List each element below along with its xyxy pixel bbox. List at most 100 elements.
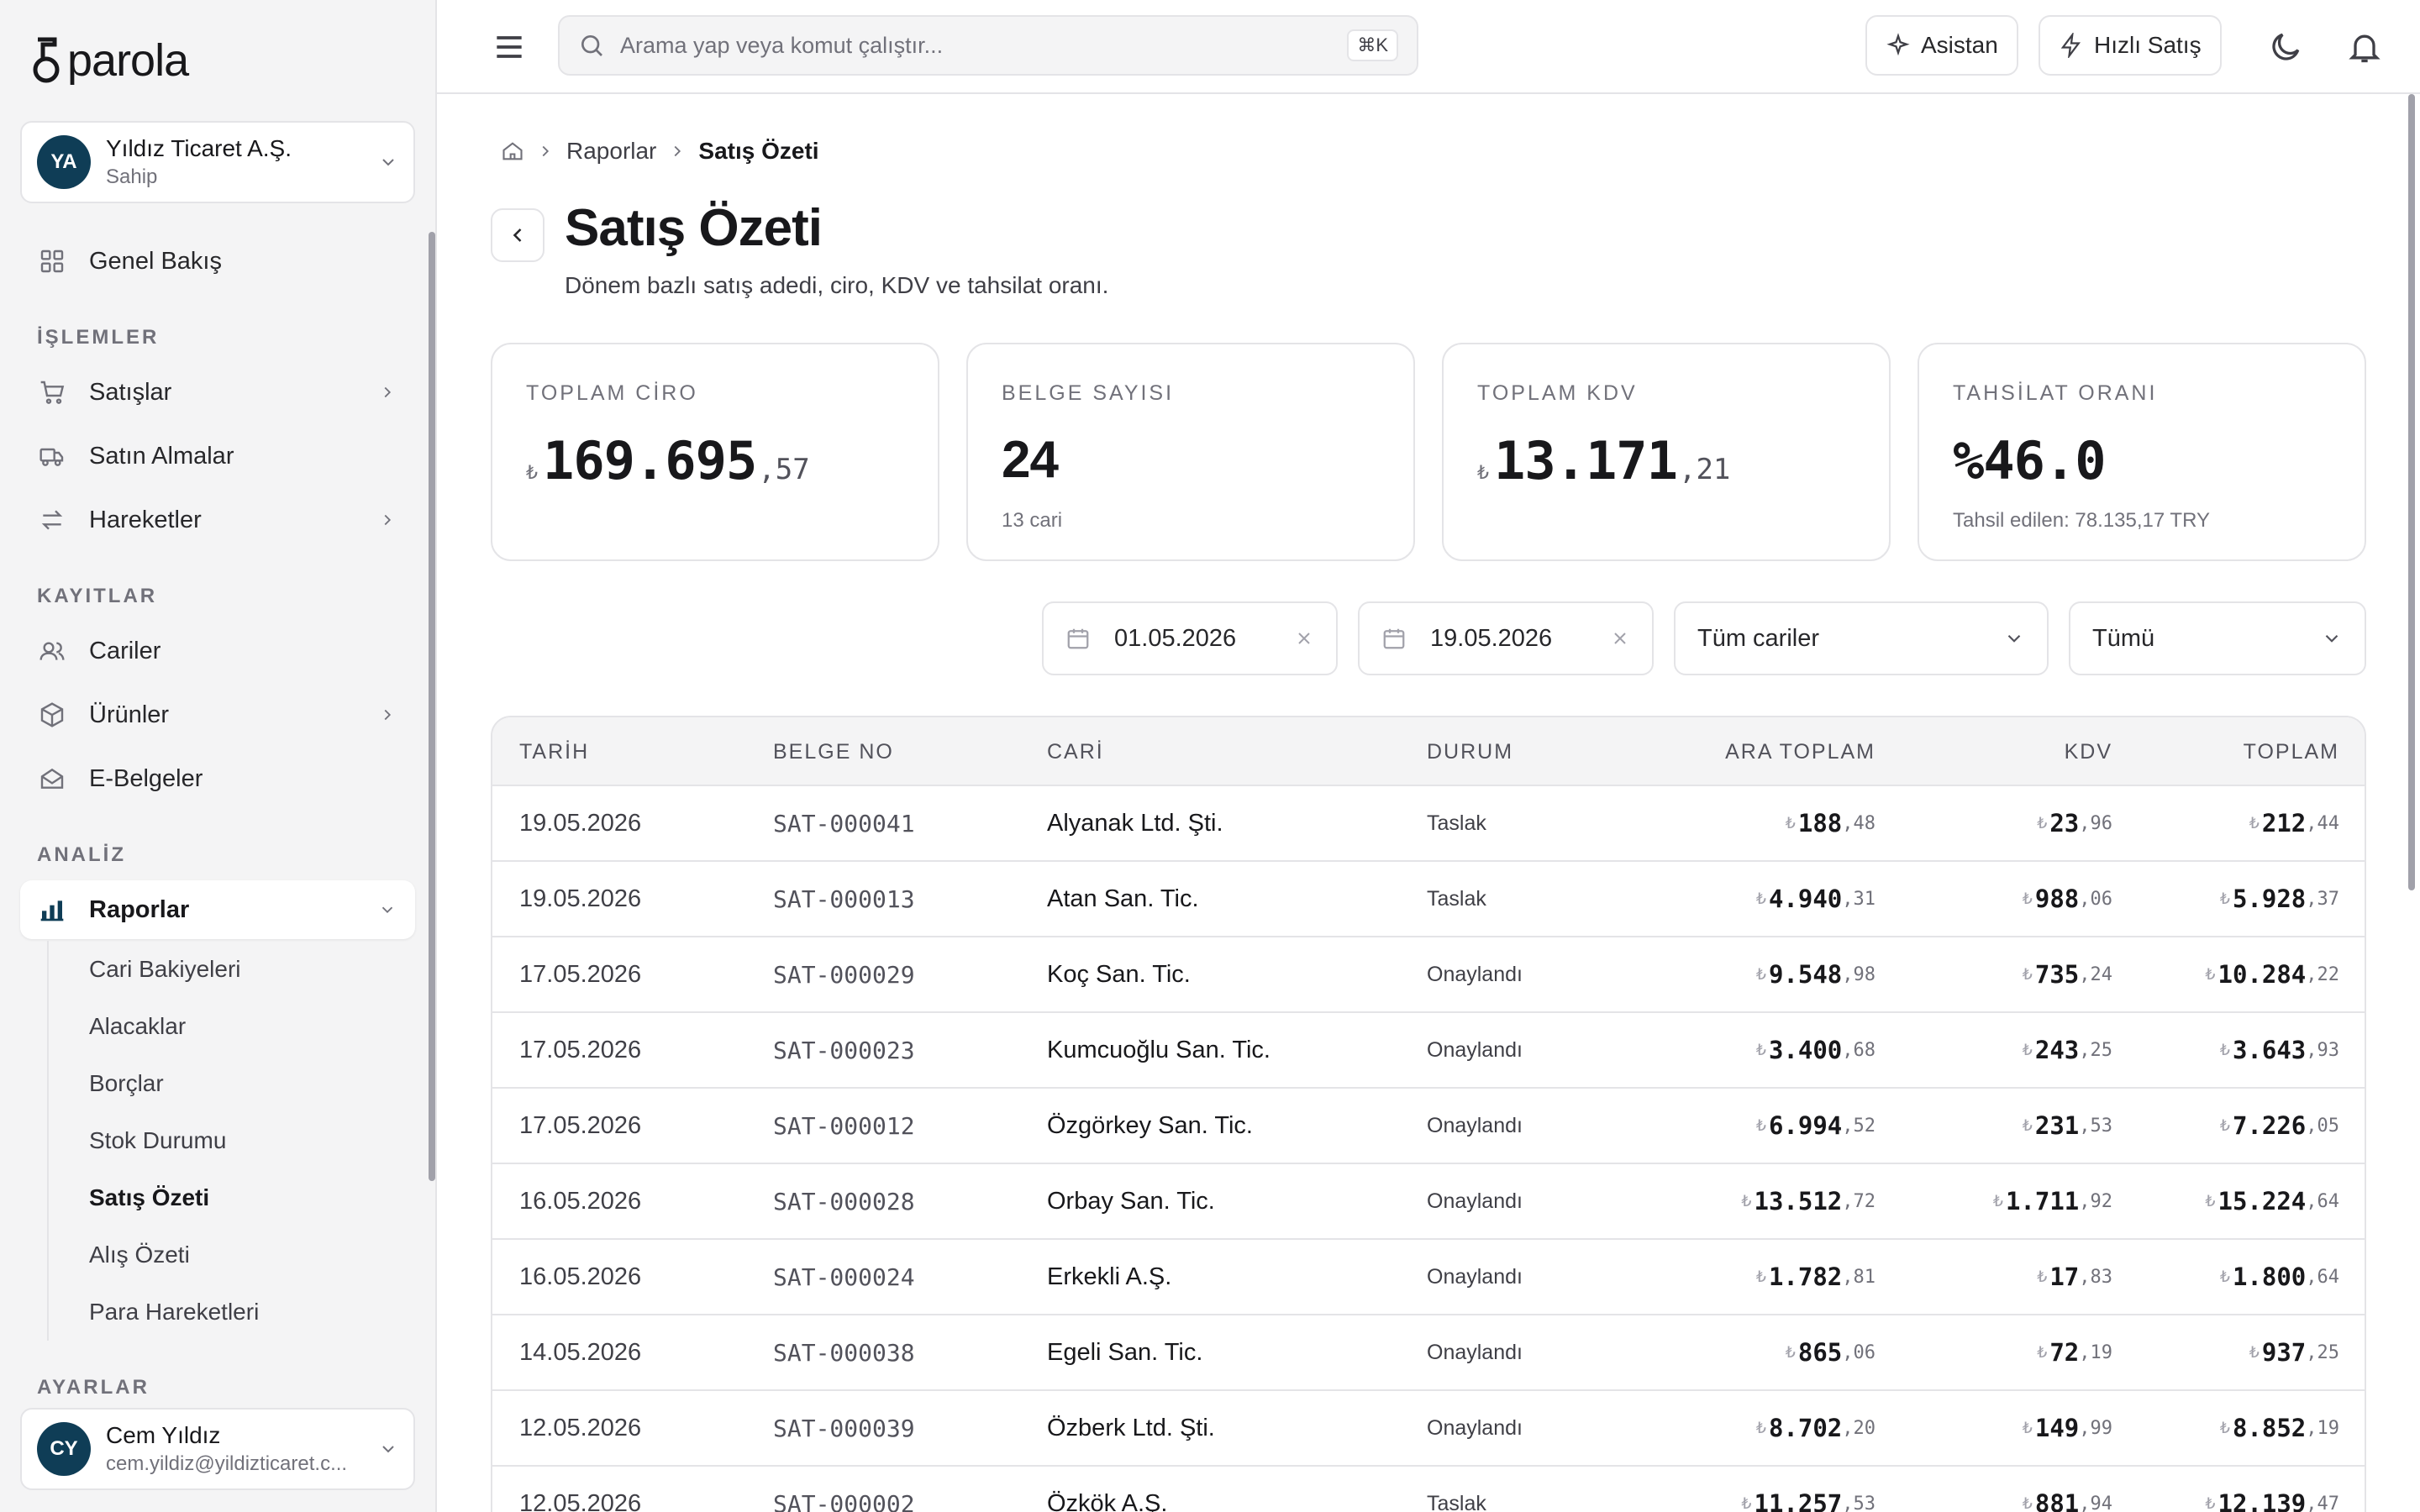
column-header-doc-no[interactable]: BELGE NO [773, 739, 894, 764]
cell-account[interactable]: Orbay San. Tic. [1047, 1187, 1215, 1215]
cell-status: Onaylandı [1427, 962, 1523, 986]
amount-dec: ,93 [2306, 1039, 2339, 1061]
start-date-field[interactable]: 01.05.2026 [1042, 601, 1338, 675]
cell-doc-no[interactable]: SAT-000029 [773, 960, 915, 989]
table-row[interactable]: 17.05.2026 SAT-000012 Özgörkey San. Tic. On… [492, 1089, 2365, 1164]
cell-doc-no[interactable]: SAT-000028 [773, 1187, 915, 1215]
amount-dec: ,24 [2079, 963, 2112, 985]
table-row[interactable]: 19.05.2026 SAT-000041 Alyanak Ltd. Şti. Tas… [492, 786, 2365, 862]
cell-account[interactable]: Erkekli A.Ş. [1047, 1263, 1172, 1290]
table-row[interactable]: 17.05.2026 SAT-000029 Koç San. Tic. Onaylan… [492, 937, 2365, 1013]
user-name: Cem Yıldız [106, 1422, 221, 1448]
cell-doc-no[interactable]: SAT-000012 [773, 1111, 915, 1140]
cell-account[interactable]: Kumcuoğlu San. Tic. [1047, 1036, 1270, 1063]
column-header-account[interactable]: CARİ [1047, 739, 1104, 764]
table-row[interactable]: 17.05.2026 SAT-000023 Kumcuoğlu San. Tic. O… [492, 1013, 2365, 1089]
cell-doc-no[interactable]: SAT-000041 [773, 809, 915, 837]
chevron-left-icon [513, 228, 522, 242]
end-date-field[interactable]: 19.05.2026 [1358, 601, 1654, 675]
sidebar-subitem-report[interactable]: Alış Özeti [89, 1242, 190, 1268]
quick-sale-button[interactable]: Hızlı Satış [2039, 15, 2222, 76]
cell-doc-no[interactable]: SAT-000039 [773, 1414, 915, 1442]
back-button[interactable] [491, 208, 544, 262]
cell-account[interactable]: Egeli San. Tic. [1047, 1338, 1203, 1366]
amount-int: 11.257 [1754, 1489, 1843, 1512]
cell-account[interactable]: Atan San. Tic. [1047, 885, 1199, 912]
quick-sale-label: Hızlı Satış [2094, 32, 2202, 58]
app-logo[interactable]: parola [32, 34, 189, 87]
amount-dec: ,22 [2306, 963, 2339, 985]
cell-doc-no[interactable]: SAT-000024 [773, 1263, 915, 1291]
bell-icon[interactable] [2346, 29, 2383, 66]
cell-date: 17.05.2026 [519, 1111, 642, 1139]
sidebar-item-purchases[interactable]: Satın Almalar [20, 427, 415, 486]
org-role: Sahip [106, 165, 158, 188]
clear-icon[interactable] [1610, 628, 1630, 648]
amount-dec: ,19 [2306, 1417, 2339, 1439]
main-scrollbar[interactable] [2408, 94, 2415, 890]
table-row[interactable]: 16.05.2026 SAT-000028 Orbay San. Tic. Onayl… [492, 1164, 2365, 1240]
table-row[interactable]: 12.05.2026 SAT-000039 Özberk Ltd. Şti. Onay… [492, 1391, 2365, 1467]
sidebar-item-movements[interactable]: Hareketler [20, 491, 415, 549]
amount-dec: ,05 [2306, 1115, 2339, 1137]
currency-symbol: ₺ [2219, 1041, 2230, 1059]
sidebar-item-sales[interactable]: Satışlar [20, 363, 415, 422]
cell-doc-no[interactable]: SAT-000013 [773, 885, 915, 913]
chevron-down-icon [381, 906, 393, 914]
sidebar-item-label: Satışlar [89, 378, 172, 406]
sidebar-item-reports[interactable]: Raporlar [20, 880, 415, 939]
sidebar-scrollbar[interactable] [429, 232, 435, 1181]
sidebar-item-accounts[interactable]: Cariler [20, 622, 415, 680]
column-header-total[interactable]: TOPLAM [2243, 739, 2339, 764]
sidebar-item-edocs[interactable]: E-Belgeler [20, 749, 415, 808]
assistant-button[interactable]: Asistan [1865, 15, 2018, 76]
status-select[interactable]: Tümü [2069, 601, 2366, 675]
breadcrumb-parent[interactable]: Raporlar [566, 138, 657, 164]
sidebar-item-products[interactable]: Ürünler [20, 685, 415, 744]
moon-icon[interactable] [2267, 29, 2304, 66]
menu-icon[interactable] [491, 29, 528, 66]
sidebar-subitem-report[interactable]: Alacaklar [89, 1013, 187, 1039]
clear-icon[interactable] [1294, 628, 1314, 648]
home-icon[interactable] [501, 139, 524, 163]
cell-account[interactable]: Özberk Ltd. Şti. [1047, 1414, 1215, 1441]
table-row[interactable]: 19.05.2026 SAT-000013 Atan San. Tic. Taslak… [492, 862, 2365, 937]
table-row[interactable]: 12.05.2026 SAT-000002 Özkök A.Ş. Taslak ₺ 11.… [492, 1467, 2365, 1512]
cell-account[interactable]: Özkök A.Ş. [1047, 1489, 1168, 1512]
table-row[interactable]: 16.05.2026 SAT-000024 Erkekli A.Ş. Onayland… [492, 1240, 2365, 1315]
currency-symbol: ₺ [2022, 890, 2033, 908]
cell-date: 16.05.2026 [519, 1187, 642, 1215]
sidebar-subitem-report[interactable]: Borçlar [89, 1070, 164, 1096]
org-switcher[interactable]: YA Yıldız Ticaret A.Ş. Sahip [20, 121, 415, 203]
column-header-subtotal[interactable]: ARA TOPLAM [1725, 739, 1876, 764]
cell-doc-no[interactable]: SAT-000038 [773, 1338, 915, 1367]
kpi-value: 24 [1002, 431, 1059, 489]
cell-vat: ₺ 735,24 [1921, 937, 2112, 1011]
table-row[interactable]: 14.05.2026 SAT-000038 Egeli San. Tic. Onayl… [492, 1315, 2365, 1391]
cell-doc-no[interactable]: SAT-000023 [773, 1036, 915, 1064]
sidebar-subitem-report[interactable]: Satış Özeti [89, 1184, 210, 1210]
user-menu[interactable]: CY Cem Yıldız cem.yildiz@yildizticaret.c… [20, 1408, 415, 1490]
sidebar-item-overview[interactable]: Genel Bakış [20, 232, 415, 291]
column-header-vat[interactable]: KDV [2064, 739, 2112, 764]
amount-dec: ,68 [1842, 1039, 1876, 1061]
currency-symbol: ₺ [2219, 1268, 2230, 1286]
kpi-subtext: Tahsil edilen: 78.135,17 TRY [1953, 509, 2210, 532]
account-select[interactable]: Tüm cariler [1674, 601, 2049, 675]
cell-doc-no[interactable]: SAT-000002 [773, 1489, 915, 1512]
cell-subtotal: ₺ 4.940,31 [1585, 862, 1876, 936]
end-date-value: 19.05.2026 [1430, 624, 1553, 652]
search-input[interactable]: Arama yap veya komut çalıştır... ⌘K [558, 15, 1418, 76]
cell-account[interactable]: Koç San. Tic. [1047, 960, 1191, 988]
cell-account[interactable]: Alyanak Ltd. Şti. [1047, 809, 1223, 837]
sidebar-subitem-report[interactable]: Para Hareketleri [89, 1299, 260, 1325]
sales-table: TARİH BELGE NO CARİ DURUM ARA TOPLAM KDV… [491, 716, 2366, 1512]
column-header-date[interactable]: TARİH [519, 739, 590, 764]
chevron-down-icon [2325, 634, 2338, 643]
sidebar-subitem-report[interactable]: Stok Durumu [89, 1127, 227, 1153]
amount-dec: ,06 [1842, 1341, 1876, 1363]
column-header-status[interactable]: DURUM [1427, 739, 1514, 764]
sidebar-subitem-report[interactable]: Cari Bakiyeleri [89, 956, 241, 982]
amount-dec: ,20 [1842, 1417, 1876, 1439]
cell-account[interactable]: Özgörkey San. Tic. [1047, 1111, 1253, 1139]
